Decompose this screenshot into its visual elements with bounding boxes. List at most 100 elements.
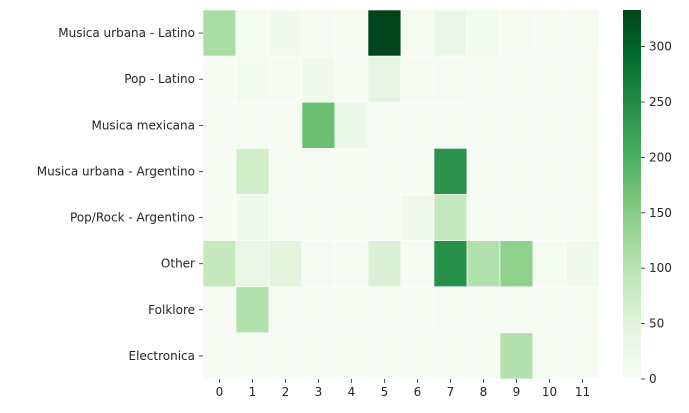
heatmap-cell	[466, 332, 501, 380]
y-axis: Musica urbana - Latino Pop - Latino Musica…	[37, 26, 203, 363]
heatmap-cell	[433, 55, 468, 103]
heatmap-cell	[202, 101, 237, 149]
heatmap-cell	[367, 9, 402, 57]
heatmap-cell	[367, 101, 402, 149]
heatmap-cell	[400, 286, 435, 334]
x-tick-label: 5	[381, 385, 389, 399]
heatmap-cell	[400, 194, 435, 241]
heatmap-cell	[400, 55, 435, 103]
heatmap-cell	[235, 101, 270, 149]
y-tick-label: Folklore	[148, 303, 195, 317]
heatmap-cell	[268, 9, 303, 57]
heatmap-cell	[400, 148, 435, 195]
heatmap-cell	[565, 55, 600, 103]
heatmap-cell	[301, 286, 336, 334]
heatmap-cell	[565, 101, 600, 149]
heatmap-cell	[268, 148, 303, 195]
heatmap-cell	[532, 101, 567, 149]
heatmap-cell	[466, 240, 501, 288]
heatmap-cell	[532, 9, 567, 57]
x-tick-label: 10	[542, 385, 557, 399]
heatmap-cell	[235, 332, 270, 380]
heatmap-cell	[433, 240, 468, 288]
heatmap-cell	[400, 240, 435, 288]
x-tick-label: 8	[480, 385, 488, 399]
heatmap-cell	[466, 148, 501, 195]
heatmap-cell	[499, 101, 534, 149]
heatmap-cell	[433, 332, 468, 380]
colorbar-tick-label: 50	[649, 317, 664, 331]
heatmap-cell	[466, 101, 501, 149]
heatmap-cell	[565, 194, 600, 241]
x-tick-label: 3	[315, 385, 323, 399]
heatmap-cell	[301, 101, 336, 149]
heatmap-cell	[433, 194, 468, 241]
heatmap-cell	[532, 55, 567, 103]
heatmap-cell	[268, 194, 303, 241]
heatmap-cell	[532, 332, 567, 380]
heatmap-cell	[268, 55, 303, 103]
heatmap-cell	[499, 148, 534, 195]
colorbar-gradient	[623, 10, 641, 379]
colorbar-tick-label: 250	[649, 95, 672, 109]
y-tick-label: Musica urbana - Argentino	[37, 164, 195, 178]
heatmap-cell	[565, 9, 600, 57]
heatmap-cell	[334, 9, 369, 57]
x-tick-label: 1	[249, 385, 257, 399]
heatmap-cell	[532, 194, 567, 241]
x-tick-label: 2	[282, 385, 290, 399]
heatmap-cell	[268, 286, 303, 334]
heatmap-cell	[235, 148, 270, 195]
x-tick-label: 4	[348, 385, 356, 399]
heatmap-cell	[235, 9, 270, 57]
heatmap-cell	[334, 148, 369, 195]
y-tick-label: Pop - Latino	[124, 72, 195, 86]
heatmap-cell	[565, 286, 600, 334]
heatmap-cell	[301, 55, 336, 103]
heatmap-cell	[301, 194, 336, 241]
y-tick-label: Electronica	[128, 349, 195, 363]
heatmap-cell	[433, 148, 468, 195]
heatmap-cell	[400, 332, 435, 380]
x-tick-label: 9	[513, 385, 521, 399]
heatmap-cell	[202, 148, 237, 195]
heatmap-cell	[334, 55, 369, 103]
heatmap-cell	[532, 148, 567, 195]
heatmap-cell	[334, 286, 369, 334]
heatmap-cell	[499, 286, 534, 334]
y-tick-label: Other	[161, 257, 195, 271]
heatmap-cell	[202, 9, 237, 57]
heatmap-cell	[532, 240, 567, 288]
x-tick-label: 11	[575, 385, 590, 399]
heatmap-cell	[565, 332, 600, 380]
colorbar: 0 50 100 150 200 250 300	[623, 10, 672, 386]
heatmap-cell	[565, 240, 600, 288]
x-tick-label: 0	[216, 385, 224, 399]
heatmap-cell	[499, 240, 534, 288]
heatmap-cell	[235, 240, 270, 288]
heatmap-cell	[367, 240, 402, 288]
heatmap-cell	[301, 240, 336, 288]
heatmap-cell	[268, 240, 303, 288]
y-tick-label: Pop/Rock - Argentino	[70, 211, 195, 225]
heatmap-cell	[433, 101, 468, 149]
heatmap-cell	[235, 55, 270, 103]
y-tick-label: Musica mexicana	[91, 118, 195, 132]
heatmap-cell	[466, 194, 501, 241]
y-tick-label: Musica urbana - Latino	[58, 26, 195, 40]
heatmap-cell	[532, 286, 567, 334]
heatmap-cells	[202, 9, 600, 380]
heatmap-cell	[301, 9, 336, 57]
heatmap-cell	[334, 332, 369, 380]
heatmap-cell	[202, 332, 237, 380]
heatmap-cell	[268, 101, 303, 149]
heatmap-cell	[301, 148, 336, 195]
x-tick-label: 6	[414, 385, 422, 399]
heatmap-cell	[301, 332, 336, 380]
colorbar-tick-label: 100	[649, 261, 672, 275]
x-tick-label: 7	[447, 385, 455, 399]
heatmap-cell	[499, 9, 534, 57]
heatmap-cell	[334, 194, 369, 241]
colorbar-tick-label: 0	[649, 372, 657, 386]
